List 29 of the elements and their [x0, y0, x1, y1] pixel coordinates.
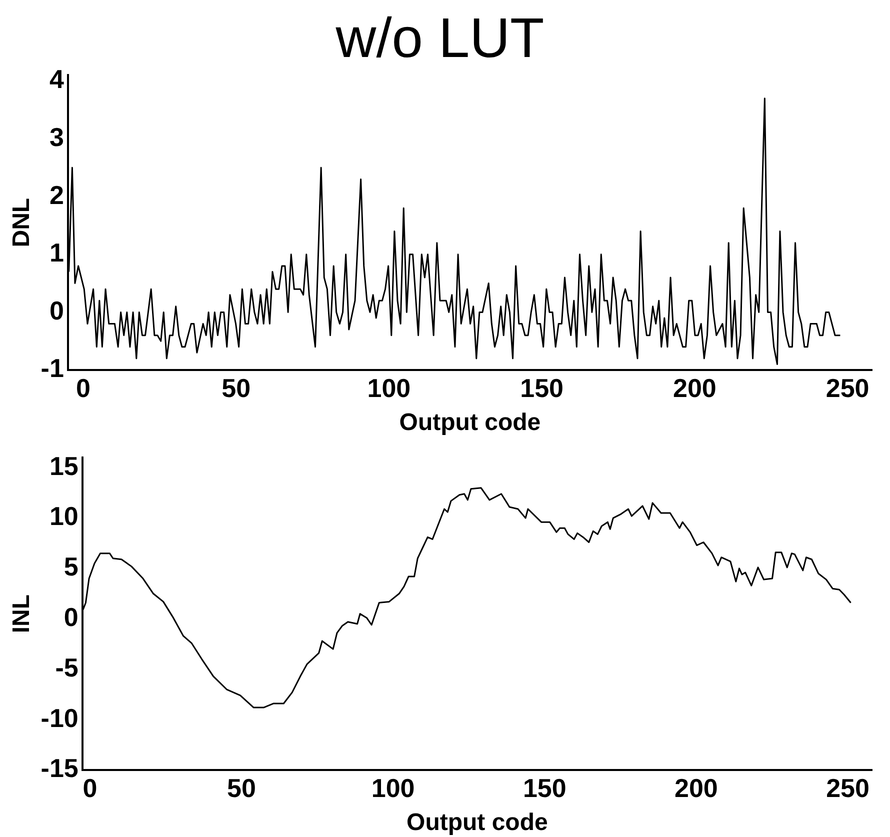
- y-tick-label: 10: [49, 501, 78, 532]
- y-tick-label: 2: [49, 180, 64, 210]
- x-tick-label: 150: [520, 372, 564, 403]
- y-tick-label: 15: [49, 450, 78, 481]
- y-tick-label: 3: [49, 122, 64, 152]
- y-tick-label: 5: [64, 552, 78, 582]
- chart-title: w/o LUT: [334, 6, 544, 70]
- x-tick-label: 50: [227, 772, 256, 803]
- x-tick-label: 100: [371, 772, 415, 803]
- x-tick-label: 50: [222, 372, 251, 403]
- y-axis-title: DNL: [8, 198, 36, 248]
- y-axis-title: INL: [8, 594, 36, 634]
- x-axis-title: Output code: [406, 809, 548, 836]
- y-tick-label: 1: [49, 238, 64, 268]
- x-tick-label: 200: [674, 772, 718, 803]
- y-tick-label: 0: [64, 602, 78, 632]
- x-axis-title: Output code: [399, 409, 541, 436]
- y-tick-label: 4: [49, 64, 64, 94]
- x-tick-label: 0: [82, 772, 98, 803]
- y-tick-label: 0: [49, 295, 64, 326]
- y-tick-label: -15: [40, 753, 78, 784]
- x-tick-label: 250: [826, 772, 870, 803]
- y-tick-label: -10: [40, 702, 78, 733]
- y-tick-label: -5: [55, 652, 78, 682]
- x-tick-label: 250: [826, 372, 870, 403]
- y-tick-label: -1: [40, 353, 64, 384]
- x-tick-label: 100: [367, 372, 411, 403]
- x-tick-label: 150: [522, 772, 566, 803]
- x-tick-label: 200: [672, 372, 716, 403]
